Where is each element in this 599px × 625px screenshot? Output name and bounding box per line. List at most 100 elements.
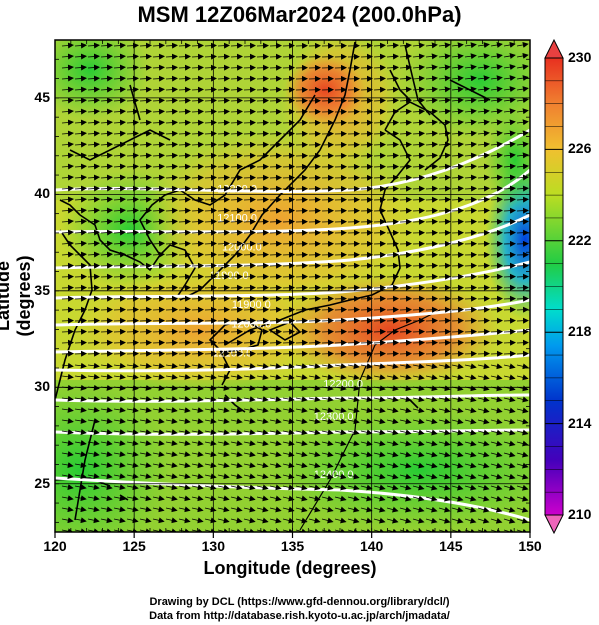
wind-arrow — [87, 163, 100, 170]
wind-arrow — [412, 484, 425, 491]
wind-arrow — [191, 451, 204, 458]
wind-arrow — [100, 240, 113, 247]
wind-arrow — [230, 119, 243, 126]
wind-arrow — [386, 284, 399, 291]
wind-arrow — [373, 174, 386, 181]
wind-arrow — [243, 350, 256, 357]
wind-arrow — [438, 218, 451, 225]
wind-arrow — [191, 495, 204, 502]
wind-arrow — [100, 152, 113, 159]
wind-arrow — [425, 185, 438, 192]
wind-arrow — [204, 350, 217, 357]
wind-arrow — [256, 174, 269, 181]
wind-arrow — [165, 86, 178, 93]
wind-arrow — [217, 328, 230, 335]
wind-arrow — [373, 374, 386, 381]
wind-arrow — [204, 328, 217, 335]
wind-arrow — [191, 517, 204, 524]
wind-arrow — [178, 119, 191, 126]
wind-arrow — [269, 462, 282, 469]
wind-arrow — [464, 317, 477, 324]
wind-arrow — [230, 495, 243, 502]
wind-arrow — [269, 328, 282, 335]
wind-arrow — [126, 185, 139, 192]
wind-arrow — [230, 339, 243, 346]
wind-arrow — [425, 484, 438, 491]
wind-arrow — [217, 196, 230, 203]
wind-arrow — [412, 284, 425, 291]
wind-arrow — [347, 484, 360, 491]
wind-arrow — [399, 339, 412, 346]
wind-arrow — [308, 284, 321, 291]
wind-arrow — [87, 185, 100, 192]
wind-arrow — [490, 339, 503, 346]
wind-arrow — [360, 328, 373, 335]
wind-arrow — [360, 462, 373, 469]
wind-arrow — [217, 306, 230, 313]
wind-arrow — [347, 451, 360, 458]
wind-arrow — [126, 251, 139, 258]
wind-arrow — [295, 284, 308, 291]
wind-arrow — [360, 339, 373, 346]
wind-arrow — [347, 350, 360, 357]
wind-arrow — [360, 130, 373, 137]
wind-arrow — [152, 251, 165, 258]
wind-arrow — [334, 306, 347, 313]
wind-arrow — [295, 484, 308, 491]
wind-arrow — [87, 440, 100, 446]
wind-arrow — [425, 196, 438, 203]
wind-arrow — [386, 517, 399, 524]
wind-arrow — [204, 396, 217, 402]
wind-arrow — [295, 517, 308, 524]
wind-arrow — [217, 418, 230, 425]
wind-arrow — [347, 363, 360, 370]
wind-arrow — [217, 317, 230, 324]
wind-arrow — [217, 374, 230, 380]
wind-arrow — [295, 473, 308, 480]
wind-arrow — [347, 396, 360, 403]
wind-arrow — [438, 339, 451, 346]
wind-arrow — [256, 240, 269, 247]
wind-arrow — [256, 229, 269, 236]
wind-arrow — [165, 418, 178, 424]
wind-arrow — [412, 273, 425, 280]
wind-arrow — [256, 484, 269, 491]
wind-arrow — [113, 273, 126, 280]
wind-arrow — [87, 75, 100, 82]
wind-arrow — [425, 42, 438, 49]
wind-arrow — [425, 363, 438, 370]
wind-arrow — [100, 306, 113, 313]
wind-arrow — [126, 362, 139, 369]
wind-arrow — [152, 97, 165, 104]
wind-arrow — [152, 451, 165, 458]
contour-label: 12200.0 — [217, 183, 257, 195]
wind-arrow — [399, 141, 412, 148]
wind-arrow — [204, 451, 217, 458]
wind-arrow — [399, 163, 412, 170]
contour-label: 12400.0 — [314, 469, 354, 481]
wind-arrow — [100, 517, 113, 524]
wind-arrow — [113, 528, 126, 532]
wind-arrow — [61, 417, 74, 424]
wind-arrow — [321, 462, 334, 469]
wind-arrow — [126, 75, 139, 82]
wind-arrow — [191, 407, 204, 413]
wind-arrow — [165, 251, 178, 258]
wind-arrow — [61, 495, 74, 502]
wind-arrow — [295, 407, 308, 414]
wind-arrow — [126, 42, 139, 49]
wind-arrow — [412, 473, 425, 480]
wind-arrow — [178, 328, 191, 335]
wind-arrow — [126, 207, 139, 214]
wind-arrow — [399, 295, 412, 302]
wind-arrow — [139, 141, 152, 148]
wind-arrow — [412, 163, 425, 170]
wind-arrow — [425, 163, 438, 170]
wind-arrow — [360, 141, 373, 148]
wind-arrow — [61, 130, 74, 137]
wind-arrow — [100, 451, 113, 457]
wind-arrow — [269, 396, 282, 403]
wind-arrow — [438, 350, 451, 357]
wind-arrow — [139, 42, 152, 49]
colorbar-label: 222 — [568, 231, 592, 248]
